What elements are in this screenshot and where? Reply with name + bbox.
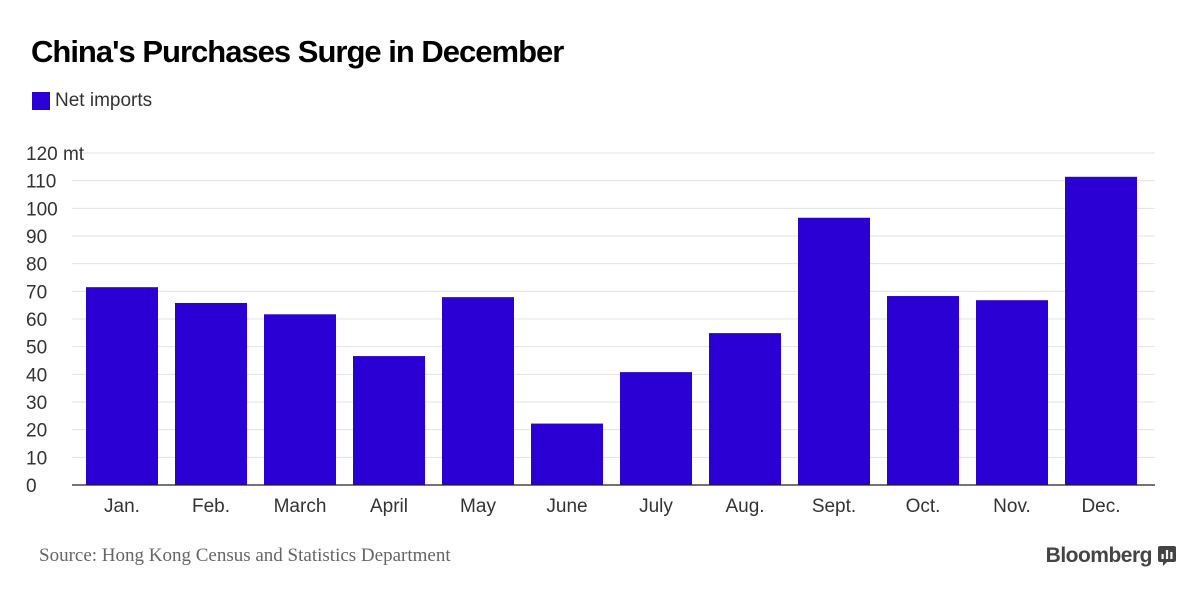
bar-july — [620, 372, 692, 485]
x-tick-label: April — [370, 496, 408, 517]
bar-june — [531, 423, 603, 485]
x-tick-label: Sept. — [812, 496, 856, 517]
bar-feb — [175, 302, 247, 485]
x-tick-label: Jan. — [104, 496, 140, 517]
y-tick-label: 60 — [26, 310, 47, 331]
bar-sept — [798, 217, 870, 486]
source-note: Source: Hong Kong Census and Statistics … — [39, 545, 451, 566]
y-tick-label: 80 — [26, 255, 47, 276]
x-tick-label: June — [546, 496, 587, 517]
legend-swatch-net-imports — [32, 92, 50, 110]
x-tick-label: July — [639, 496, 673, 517]
chart-title: China's Purchases Surge in December — [31, 34, 564, 69]
legend: Net imports — [32, 90, 152, 112]
x-tick-label: March — [274, 496, 327, 517]
y-tick-label: 110 — [26, 172, 56, 193]
bloomberg-logo: Bloomberg — [1046, 544, 1176, 568]
bar-april — [353, 356, 425, 485]
y-tick-label: 30 — [26, 393, 47, 414]
bar-oct — [887, 296, 959, 485]
y-tick-label: 40 — [26, 365, 47, 386]
y-tick-label: 10 — [26, 448, 47, 469]
bar-dec — [1065, 176, 1137, 485]
bar-may — [442, 297, 514, 485]
y-tick-label: 50 — [26, 338, 47, 359]
x-tick-label: Feb. — [192, 496, 230, 517]
y-tick-label: 20 — [26, 421, 47, 442]
y-tick-label: 70 — [26, 282, 47, 303]
x-tick-label: Nov. — [993, 496, 1031, 517]
y-tick-label: 120 mt — [26, 144, 85, 165]
bar-jan — [86, 287, 158, 485]
legend-label-net-imports: Net imports — [55, 90, 153, 111]
x-tick-label: Dec. — [1081, 496, 1120, 517]
bloomberg-chart-icon — [1158, 546, 1176, 566]
x-tick-label: May — [460, 496, 496, 517]
x-tick-label: Oct. — [906, 496, 941, 517]
bar-nov — [976, 300, 1048, 485]
y-tick-label: 100 — [26, 199, 58, 220]
x-tick-label: Aug. — [725, 496, 764, 517]
brand-name: Bloomberg — [1045, 544, 1153, 567]
bar-aug — [709, 333, 781, 485]
y-tick-label: 0 — [26, 476, 37, 497]
bar-march — [264, 314, 336, 485]
y-tick-label: 90 — [26, 227, 47, 248]
